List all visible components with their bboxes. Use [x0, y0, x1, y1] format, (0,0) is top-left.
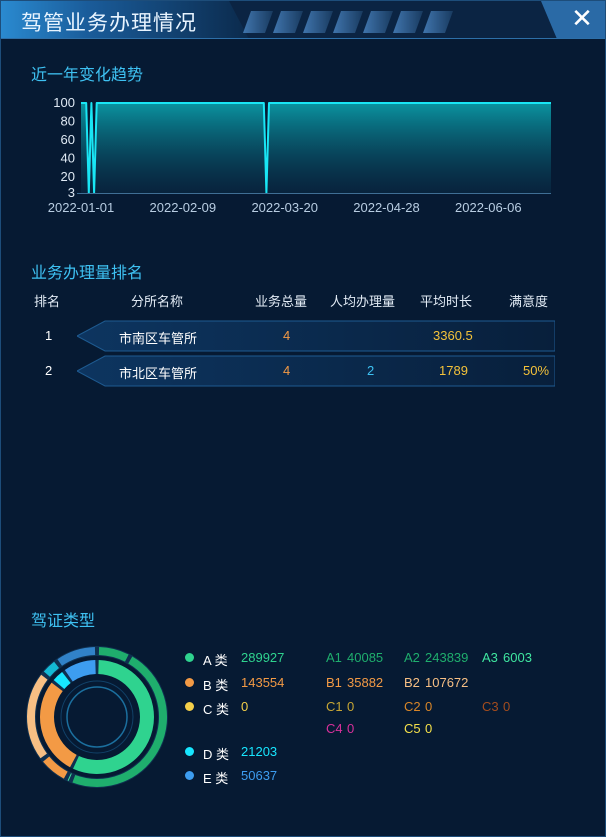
donut-inner-slice — [53, 671, 71, 690]
x-tick-label: 2022-01-01 — [48, 200, 115, 215]
legend-sub-value: 0 — [425, 699, 433, 714]
column-rank: 排名 — [34, 294, 61, 309]
donut-inner-slice — [40, 682, 77, 768]
legend-row-a: A 类 289927 A1 40085 A2 243839 A3 6003 — [181, 647, 601, 668]
legend-sub-value: 107672 — [425, 675, 469, 690]
x-tick-label: 2022-06-06 — [455, 200, 522, 215]
donut-inner-slice — [73, 660, 154, 774]
title-bar: 驾管业务办理情况 ✕ — [1, 1, 605, 39]
row-arrow-background — [77, 355, 555, 387]
legend-sub-label: B2 — [404, 675, 420, 690]
legend-dot-b — [185, 678, 194, 687]
x-tick-label: 2022-03-20 — [251, 200, 318, 215]
donut-outer-slice — [43, 756, 68, 779]
legend-sub-label: C4 — [326, 721, 343, 736]
y-tick-label: 80 — [61, 114, 75, 129]
column-per-capita: 人均办理量 — [330, 294, 396, 309]
legend-label-b: B 类 — [203, 678, 229, 693]
trend-series-line — [81, 102, 551, 194]
ranking-table-header: 排名 分所名称 业务总量 人均办理量 平均时长 满意度 — [1, 291, 605, 311]
trend-area-fill — [81, 103, 551, 193]
trend-section-title: 近一年变化趋势 — [31, 67, 144, 84]
row-avg-duration: 3360.5 — [433, 328, 473, 343]
window-title: 驾管业务办理情况 — [21, 12, 197, 35]
donut-outer-slice — [72, 656, 168, 787]
legend-sub-label: A3 — [482, 650, 498, 665]
legend-sub-value: 6003 — [503, 650, 532, 665]
table-row[interactable]: 2 市北区车管所 4 2 1789 50% — [1, 355, 605, 387]
legend-sub-value: 40085 — [347, 650, 384, 665]
license-section-title: 驾证类型 — [31, 613, 96, 630]
y-tick-label: 60 — [61, 132, 75, 147]
legend-sub-label: C1 — [326, 699, 343, 714]
legend-label-a: A 类 — [203, 653, 228, 668]
y-tick-label: 3 — [68, 185, 75, 200]
column-avg-duration: 平均时长 — [420, 294, 473, 309]
ranking-section-title: 业务办理量排名 — [31, 265, 144, 282]
row-branch-name: 市南区车管所 — [119, 331, 198, 346]
row-branch-name: 市北区车管所 — [119, 366, 198, 381]
title-bar-decoration — [1, 1, 605, 39]
legend-sub-label: C2 — [404, 699, 421, 714]
y-tick-label: 40 — [61, 151, 75, 166]
row-rank: 1 — [45, 328, 53, 343]
y-tick-label: 20 — [61, 169, 75, 184]
license-type-legend: A 类 289927 A1 40085 A2 243839 A3 6003 B … — [181, 647, 601, 797]
legend-sub-value: 35882 — [347, 675, 384, 690]
row-rank: 2 — [45, 363, 53, 378]
legend-value-e: 50637 — [241, 768, 278, 783]
center-ring — [66, 686, 128, 748]
donut-outer-slice — [98, 647, 129, 662]
legend-row-b: B 类 143554 B1 35882 B2 107672 — [181, 672, 601, 693]
donut-outer-slice — [27, 674, 48, 759]
legend-label-d: D 类 — [203, 747, 230, 762]
column-satisfaction: 满意度 — [509, 294, 549, 309]
donut-outer-slice — [57, 647, 96, 666]
row-total: 4 — [283, 328, 291, 343]
license-type-donut-chart — [26, 646, 168, 788]
table-row[interactable]: 1 市南区车管所 4 3360.5 — [1, 320, 605, 352]
donut-inner-slice — [64, 660, 97, 682]
legend-label-e: E 类 — [203, 771, 229, 786]
legend-value-b: 143554 — [241, 675, 285, 690]
row-total: 4 — [283, 363, 291, 378]
legend-sub-label: C3 — [482, 699, 499, 714]
row-per-capita: 2 — [367, 363, 375, 378]
row-arrow-background — [77, 320, 555, 352]
row-avg-duration: 1789 — [439, 363, 468, 378]
row-satisfaction: 50% — [523, 363, 550, 378]
legend-value-c: 0 — [241, 699, 249, 714]
legend-sub-value: 0 — [347, 721, 355, 736]
legend-value-d: 21203 — [241, 744, 278, 759]
legend-sub-label: A2 — [404, 650, 420, 665]
legend-dot-e — [185, 771, 194, 780]
legend-dot-a — [185, 653, 194, 662]
legend-sub-value: 243839 — [425, 650, 469, 665]
legend-row-d: D 类 21203 — [181, 741, 601, 762]
legend-dot-d — [185, 747, 194, 756]
legend-value-a: 289927 — [241, 650, 285, 665]
x-tick-label: 2022-04-28 — [353, 200, 420, 215]
y-tick-label: 100 — [53, 95, 75, 110]
donut-outer-slice — [43, 661, 60, 677]
x-tick-label: 2022-02-09 — [150, 200, 217, 215]
column-total: 业务总量 — [255, 294, 308, 309]
legend-sub-label: C5 — [404, 721, 421, 736]
close-button[interactable]: ✕ — [571, 4, 593, 34]
legend-dot-c — [185, 702, 194, 711]
center-ring-outer — [60, 680, 134, 754]
legend-sub-value: 0 — [503, 699, 511, 714]
column-branch-name: 分所名称 — [131, 294, 184, 309]
legend-sub-label: A1 — [326, 650, 342, 665]
legend-sub-value: 0 — [425, 721, 433, 736]
legend-row-c: C 类 0 C1 0 C2 0 C3 0 — [181, 696, 601, 717]
legend-sub-value: 0 — [347, 699, 355, 714]
legend-sub-label: B1 — [326, 675, 342, 690]
legend-row-e: E 类 50637 — [181, 765, 601, 786]
legend-label-c: C 类 — [203, 702, 230, 717]
legend-row-c-extra: C4 0 C5 0 — [181, 718, 601, 738]
